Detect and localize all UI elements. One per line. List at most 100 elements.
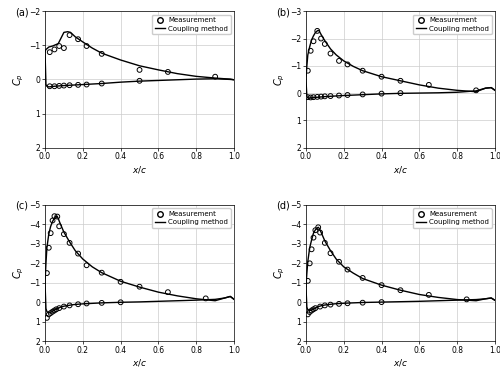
Point (202, 296, 209, 302)
X-axis label: $x/c$: $x/c$ (393, 164, 408, 174)
Point (358, 300, 366, 306)
Point (55, 83, 63, 89)
Point (116, 279, 124, 285)
Point (306, 48, 314, 54)
Point (45, 245, 53, 251)
Point (211, 74, 219, 80)
Text: (b): (b) (276, 7, 289, 17)
Point (396, 78, 404, 84)
Point (98, 51, 106, 57)
Point (74, 301, 82, 307)
Point (55, 224, 63, 230)
Y-axis label: $C_p$: $C_p$ (12, 267, 26, 279)
Point (48, 217, 56, 223)
Point (378, 74, 386, 80)
Point (50, 46, 58, 53)
Point (46, 49, 54, 55)
Point (306, 94, 314, 100)
X-axis label: $x/c$: $x/c$ (132, 164, 147, 174)
Point (378, 299, 386, 305)
Point (326, 250, 334, 256)
Point (378, 282, 386, 288)
Point (66, 240, 74, 246)
Point (312, 305, 320, 311)
Text: (c): (c) (14, 201, 28, 211)
Point (43, 270, 51, 276)
Point (304, 68, 312, 74)
Point (308, 308, 316, 314)
Point (136, 284, 143, 290)
Point (50, 213, 58, 219)
Y-axis label: $C_p$: $C_p$ (12, 73, 26, 86)
Point (60, 82, 68, 88)
Point (316, 230, 324, 236)
Point (82, 43, 90, 49)
Text: (a): (a) (14, 7, 28, 17)
Point (335, 93, 343, 99)
Point (310, 94, 318, 100)
Point (316, 304, 324, 310)
Point (472, 87, 480, 93)
Point (52, 306, 60, 312)
Point (164, 289, 172, 295)
Point (45, 311, 53, 317)
Point (326, 51, 334, 57)
Point (358, 275, 366, 281)
Point (116, 299, 124, 305)
Point (60, 304, 68, 310)
Point (98, 300, 106, 306)
Text: (d): (d) (276, 201, 289, 211)
Point (321, 302, 329, 308)
Point (335, 58, 343, 64)
Point (60, 231, 68, 237)
Legend: Measurement, Coupling method: Measurement, Coupling method (413, 209, 492, 228)
Point (344, 267, 351, 273)
Point (314, 94, 322, 100)
Point (60, 45, 68, 51)
Point (326, 93, 334, 99)
Legend: Measurement, Coupling method: Measurement, Coupling method (152, 15, 230, 34)
Point (312, 227, 320, 233)
Y-axis label: $C_p$: $C_p$ (272, 73, 287, 86)
Point (54, 214, 62, 220)
Point (310, 235, 318, 241)
Point (310, 38, 318, 44)
Point (462, 296, 470, 302)
Point (304, 311, 312, 317)
Point (310, 306, 318, 312)
Point (46, 310, 54, 316)
Point (358, 92, 366, 98)
Point (317, 94, 325, 100)
Legend: Measurement, Coupling method: Measurement, Coupling method (413, 15, 492, 34)
X-axis label: $x/c$: $x/c$ (132, 357, 147, 368)
Point (46, 230, 54, 236)
Point (317, 36, 325, 42)
X-axis label: $x/c$: $x/c$ (393, 357, 408, 368)
Point (136, 67, 143, 73)
Point (304, 94, 312, 100)
Point (425, 292, 433, 298)
Point (82, 262, 90, 268)
Point (314, 224, 322, 230)
Point (164, 69, 172, 75)
Point (74, 82, 82, 88)
Point (396, 287, 404, 293)
Point (98, 81, 106, 87)
Point (321, 240, 329, 246)
Point (82, 300, 90, 306)
Point (425, 82, 433, 88)
Point (55, 305, 63, 311)
Point (50, 308, 58, 314)
Point (46, 83, 54, 89)
Point (308, 246, 316, 252)
Legend: Measurement, Coupling method: Measurement, Coupling method (152, 209, 230, 228)
Point (321, 93, 329, 99)
Point (50, 83, 58, 89)
Point (43, 315, 51, 321)
Point (335, 259, 343, 265)
Y-axis label: $C_p$: $C_p$ (272, 267, 287, 279)
Point (74, 251, 82, 257)
Point (396, 90, 404, 96)
Point (344, 92, 351, 98)
Point (321, 41, 329, 47)
